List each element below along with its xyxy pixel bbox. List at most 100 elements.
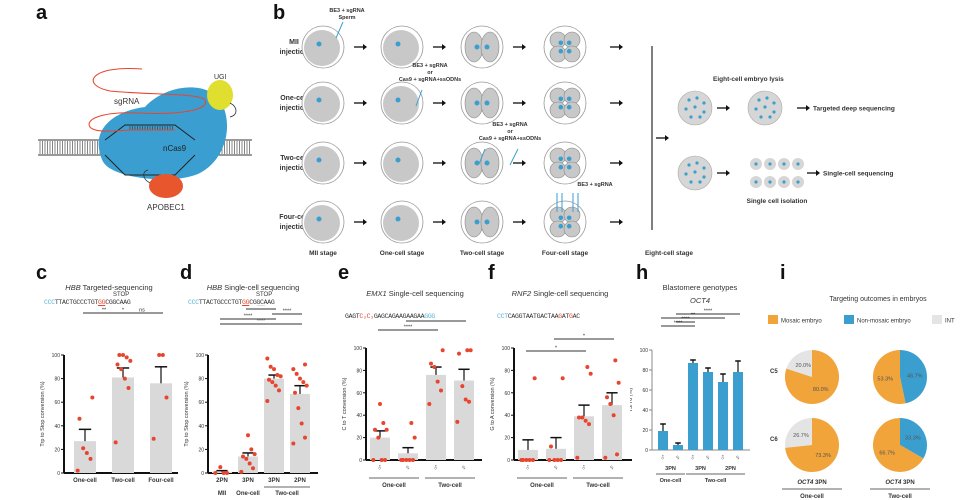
sgrna-strand <box>88 67 206 132</box>
data-point <box>467 399 471 404</box>
nucleus <box>698 115 702 119</box>
data-point <box>117 353 122 357</box>
nucleus <box>474 100 480 106</box>
data-point <box>608 402 613 406</box>
data-point <box>585 365 590 370</box>
bar <box>733 372 743 450</box>
bar <box>264 378 284 473</box>
data-point <box>303 435 307 440</box>
seq-pre: GAGT <box>345 313 360 320</box>
y-tick-label: 0 <box>507 458 510 464</box>
data-point <box>435 379 440 384</box>
gene-name: OCT4 <box>797 480 814 486</box>
zona-pellucida <box>543 200 587 244</box>
column-label: OCT4 3PN <box>885 480 914 486</box>
blastomere <box>464 31 484 63</box>
data-point <box>291 367 296 372</box>
data-point <box>291 441 296 446</box>
subgroup-label: 3PN <box>695 466 706 472</box>
y-axis-label: T5/T6 (%) <box>630 388 634 413</box>
chart-c: 0 20 40 60 80 100 Trp to Stop conversion (%) On… <box>40 308 178 484</box>
arrow-icon <box>665 135 669 141</box>
y-axis-label: C to T conversion (%) <box>342 377 348 430</box>
data-point <box>547 458 552 462</box>
slice-label: 66.7% <box>879 450 895 456</box>
data-point <box>277 388 281 393</box>
injection-note: BE3 + sgRNA <box>329 8 364 14</box>
data-point <box>549 444 553 449</box>
title-text: Single-cell sequencing <box>531 289 609 298</box>
panel-label-b: b <box>273 2 286 24</box>
significance-label: ** <box>691 313 696 319</box>
data-point <box>128 358 133 363</box>
zona-pellucida <box>543 25 587 69</box>
nucleus <box>566 40 572 46</box>
blastomere <box>563 45 581 63</box>
embryo-type: 3PN <box>813 480 826 486</box>
slice-label: 53.3% <box>877 377 893 383</box>
data-point <box>427 402 432 406</box>
slice-label: 73.3% <box>815 453 831 459</box>
seq-mid: TTACTGCCCTGT <box>198 299 243 306</box>
embryo-icon <box>460 81 504 125</box>
y-tick-label: 100 <box>196 353 205 359</box>
apobec1-label: APOBEC1 <box>147 203 185 212</box>
significance-label: **** <box>404 325 413 331</box>
data-point <box>157 353 162 357</box>
significance-label: **** <box>674 321 683 327</box>
micro-needle-icon <box>509 148 519 166</box>
row-label: C5 <box>770 369 778 375</box>
injection-note: BE3 + sgRNA <box>412 63 447 69</box>
data-point <box>611 413 616 418</box>
y-tick-label: 60 <box>54 400 60 406</box>
stage-label: Eight-cell stage <box>645 250 693 257</box>
cytoplasm <box>383 146 419 182</box>
gene-name: HBB <box>65 283 81 292</box>
ncas9-shape <box>98 87 228 180</box>
embryo-icon <box>460 200 504 244</box>
micro-needle-icon <box>415 89 423 107</box>
lysis-label: Eight-cell embryo lysis <box>713 76 784 83</box>
pie-slice <box>873 418 924 472</box>
y-axis-label: Trp to Stop conversion (%) <box>40 381 46 446</box>
nucleus <box>566 164 572 170</box>
nucleus <box>395 216 401 222</box>
x-tick-label: 2PN <box>294 478 306 484</box>
eight-cell-embryo-icon <box>747 90 783 126</box>
group-label: One-cell <box>382 483 406 489</box>
embryo-icon <box>460 25 504 69</box>
embryo-icon <box>460 141 504 185</box>
group-label: One-cell <box>530 483 554 489</box>
arrow-icon <box>442 219 446 225</box>
pie-slice <box>873 350 906 404</box>
nucleus <box>768 162 772 166</box>
sex-symbol-icon: ♂ <box>579 462 589 473</box>
blastomere <box>563 87 581 105</box>
stop-marker: STOP <box>256 292 273 298</box>
x-tick-label: Four-cell <box>148 478 174 484</box>
bar <box>673 445 683 450</box>
data-point <box>439 388 443 393</box>
group-label: Two-cell <box>275 491 299 497</box>
data-point <box>440 348 445 353</box>
data-point <box>251 466 255 471</box>
bar <box>658 431 668 450</box>
data-point <box>304 383 309 388</box>
injection-note: BE3 + sgRNA <box>577 182 612 188</box>
embryo-icon <box>301 25 345 69</box>
sex-symbol-icon: ♀ <box>607 462 617 473</box>
nucleus <box>693 105 697 109</box>
arrow-icon <box>363 160 367 166</box>
nucleus <box>558 164 564 170</box>
y-tick-label: 0 <box>645 448 648 454</box>
data-point <box>468 348 473 353</box>
data-point <box>160 353 165 357</box>
y-tick-label: 80 <box>504 368 510 374</box>
panel-label-d: d <box>180 262 193 284</box>
y-tick-label: 100 <box>354 346 363 352</box>
stage-label: MII stage <box>309 250 337 257</box>
y-tick-label: 0 <box>359 458 362 464</box>
nucleus <box>693 170 697 174</box>
group-label: One-cell <box>236 491 260 497</box>
